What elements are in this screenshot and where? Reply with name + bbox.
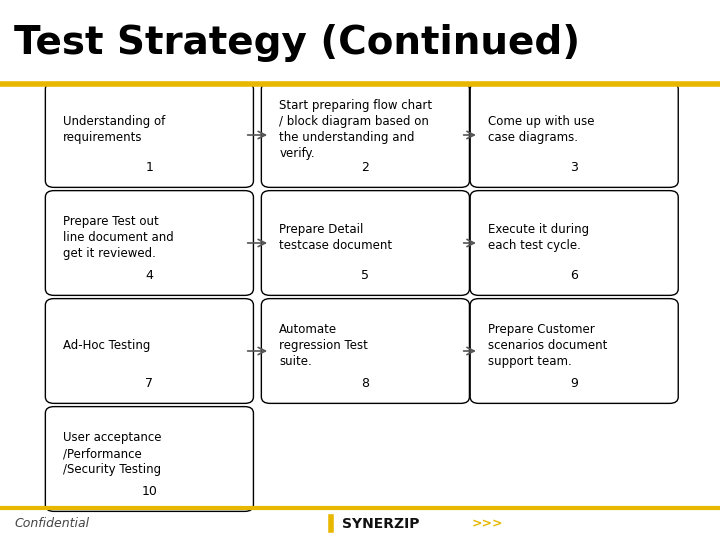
FancyBboxPatch shape [45, 191, 253, 295]
Text: >>>: >>> [472, 517, 503, 530]
Text: Automate
regression Test
suite.: Automate regression Test suite. [279, 323, 368, 368]
Text: User acceptance
/Performance
/Security Testing: User acceptance /Performance /Security T… [63, 431, 162, 476]
Text: 6: 6 [570, 269, 578, 282]
Text: Test Strategy (Continued): Test Strategy (Continued) [14, 24, 580, 62]
Text: 2: 2 [361, 161, 369, 174]
FancyBboxPatch shape [470, 299, 678, 403]
Text: 8: 8 [361, 377, 369, 390]
FancyBboxPatch shape [261, 83, 469, 187]
Text: Start preparing flow chart
/ block diagram based on
the understanding and
verify: Start preparing flow chart / block diagr… [279, 99, 433, 160]
Text: Come up with use
case diagrams.: Come up with use case diagrams. [488, 115, 595, 144]
Text: Prepare Test out
line document and
get it reviewed.: Prepare Test out line document and get i… [63, 215, 174, 260]
Text: Prepare Customer
scenarios document
support team.: Prepare Customer scenarios document supp… [488, 323, 608, 368]
Text: Ad-Hoc Testing: Ad-Hoc Testing [63, 339, 150, 352]
Text: Execute it during
each test cycle.: Execute it during each test cycle. [488, 223, 589, 252]
FancyBboxPatch shape [45, 407, 253, 511]
Text: 9: 9 [570, 377, 578, 390]
FancyBboxPatch shape [261, 191, 469, 295]
Text: 1: 1 [145, 161, 153, 174]
Text: Confidential: Confidential [14, 517, 89, 530]
FancyBboxPatch shape [470, 83, 678, 187]
Text: 4: 4 [145, 269, 153, 282]
FancyBboxPatch shape [470, 191, 678, 295]
Text: Prepare Detail
testcase document: Prepare Detail testcase document [279, 223, 392, 252]
Text: SYNERZIP: SYNERZIP [342, 517, 420, 531]
FancyBboxPatch shape [45, 83, 253, 187]
Text: Understanding of
requirements: Understanding of requirements [63, 115, 166, 144]
Text: 3: 3 [570, 161, 578, 174]
FancyBboxPatch shape [261, 299, 469, 403]
Text: 5: 5 [361, 269, 369, 282]
FancyBboxPatch shape [45, 299, 253, 403]
Text: 10: 10 [141, 485, 158, 498]
Text: 7: 7 [145, 377, 153, 390]
